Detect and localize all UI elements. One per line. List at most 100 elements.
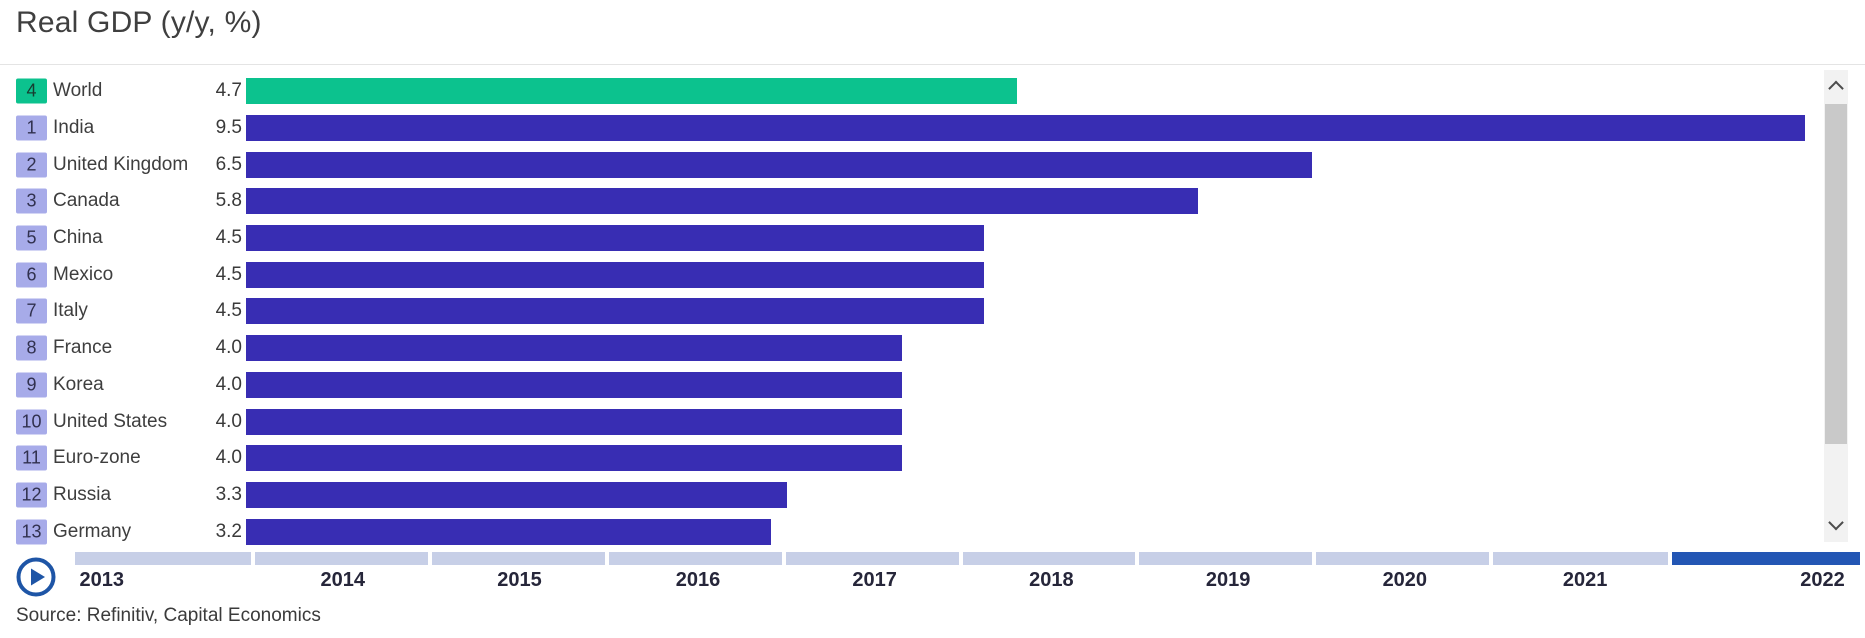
bar-track (246, 371, 1821, 398)
country-label: Euro-zone (53, 447, 141, 469)
bar[interactable] (246, 225, 985, 252)
timeline-segment[interactable] (962, 552, 1136, 565)
bar-track (246, 481, 1821, 508)
bar[interactable] (246, 298, 985, 325)
page-title: Real GDP (y/y, %) (16, 6, 262, 39)
value-label: 5.8 (215, 190, 242, 212)
bar[interactable] (246, 151, 1313, 178)
chevron-down-icon (1828, 514, 1844, 531)
vertical-scrollbar[interactable] (1824, 70, 1848, 542)
country-label: United Kingdom (53, 153, 189, 175)
bar-track (246, 408, 1821, 435)
value-label: 4.0 (215, 410, 242, 432)
bar-row: 1 India 9.5 (0, 110, 1865, 147)
country-label: Russia (53, 483, 112, 505)
timeline-segment[interactable] (1671, 552, 1860, 565)
chart-area: 4 World 4.7 1 India 9.5 2 United Kingdom… (0, 64, 1865, 550)
bar-row: 8 France 4.0 (0, 330, 1865, 367)
timeline-year-label: 2019 (1205, 569, 1251, 591)
country-label: Italy (53, 300, 88, 322)
timeline-year-label: 2014 (320, 569, 366, 591)
bar-track (246, 151, 1821, 178)
rank-badge: 8 (16, 335, 47, 361)
bar[interactable] (246, 518, 771, 545)
country-label: Korea (53, 373, 104, 395)
rank-badge: 7 (16, 298, 47, 324)
timeline-segment[interactable] (608, 552, 782, 565)
country-label: Canada (53, 190, 120, 212)
country-label: France (53, 337, 113, 359)
bar-row: 13 Germany 3.2 (0, 513, 1865, 550)
bar[interactable] (246, 371, 903, 398)
timeline-year-label: 2021 (1562, 569, 1608, 591)
scroll-down-button[interactable] (1824, 508, 1848, 542)
value-label: 4.0 (215, 447, 242, 469)
value-label: 4.5 (215, 227, 242, 249)
rank-badge: 9 (16, 372, 47, 398)
bar[interactable] (246, 115, 1805, 142)
bar[interactable] (246, 335, 903, 362)
timeline-segment[interactable] (785, 552, 959, 565)
bar[interactable] (246, 408, 903, 435)
timeline-scrubber[interactable] (75, 552, 1860, 565)
bar-track (246, 188, 1821, 215)
country-label: India (53, 117, 95, 139)
value-label: 9.5 (215, 117, 242, 139)
bar-track (246, 298, 1821, 325)
bar-row: 9 Korea 4.0 (0, 367, 1865, 404)
value-label: 4.0 (215, 373, 242, 395)
country-label: Germany (53, 520, 132, 542)
bar-track (246, 225, 1821, 252)
value-label: 4.0 (215, 337, 242, 359)
bar[interactable] (246, 261, 985, 288)
source-note: Source: Refinitiv, Capital Economics (16, 605, 321, 626)
country-label: World (53, 80, 103, 102)
timeline-segment[interactable] (1493, 552, 1668, 565)
timeline-year-label: 2022 (1800, 569, 1845, 591)
country-label: United States (53, 410, 168, 432)
bar-row: 11 Euro-zone 4.0 (0, 440, 1865, 477)
bar-row: 10 United States 4.0 (0, 403, 1865, 440)
bar[interactable] (246, 481, 788, 508)
bar-row: 6 Mexico 4.5 (0, 256, 1865, 293)
timeline-year-label: 2016 (675, 569, 721, 591)
rank-badge: 5 (16, 225, 47, 251)
rank-badge: 1 (16, 115, 47, 141)
rank-badge: 10 (16, 409, 47, 435)
country-label: Mexico (53, 263, 114, 285)
value-label: 4.5 (215, 263, 242, 285)
timeline-segment[interactable] (255, 552, 429, 565)
bar-track (246, 335, 1821, 362)
timeline-segment[interactable] (432, 552, 605, 565)
rank-badge: 2 (16, 152, 47, 178)
scroll-up-button[interactable] (1824, 70, 1848, 102)
bar-row: 2 United Kingdom 6.5 (0, 146, 1865, 183)
rank-badge: 6 (16, 262, 47, 288)
chevron-up-icon (1828, 80, 1844, 97)
bar[interactable] (246, 188, 1198, 215)
bar[interactable] (246, 78, 1018, 105)
rank-badge: 12 (16, 482, 47, 508)
timeline-year-label: 2015 (497, 569, 542, 591)
timeline-segment[interactable] (1316, 552, 1490, 565)
bar[interactable] (246, 445, 903, 472)
bar-row: 7 Italy 4.5 (0, 293, 1865, 330)
value-label: 3.3 (215, 483, 242, 505)
timeline-segment[interactable] (1139, 552, 1313, 565)
rank-badge: 13 (16, 519, 47, 545)
rank-badge: 4 (16, 78, 47, 104)
rank-badge: 3 (16, 188, 47, 214)
timeline-year-label: 2020 (1382, 569, 1428, 591)
scrollbar-thumb[interactable] (1825, 104, 1847, 444)
rank-badge: 11 (16, 445, 47, 471)
bar-row: 3 Canada 5.8 (0, 183, 1865, 220)
timeline-year-label: 2013 (79, 569, 125, 591)
bar-row: 4 World 4.7 (0, 73, 1865, 110)
play-icon (16, 557, 56, 597)
play-button[interactable] (15, 556, 57, 598)
timeline-year-label: 2017 (852, 569, 897, 591)
bar-row: 12 Russia 3.3 (0, 477, 1865, 514)
country-label: China (53, 227, 103, 249)
bar-track (246, 115, 1821, 142)
timeline-segment[interactable] (75, 552, 252, 565)
